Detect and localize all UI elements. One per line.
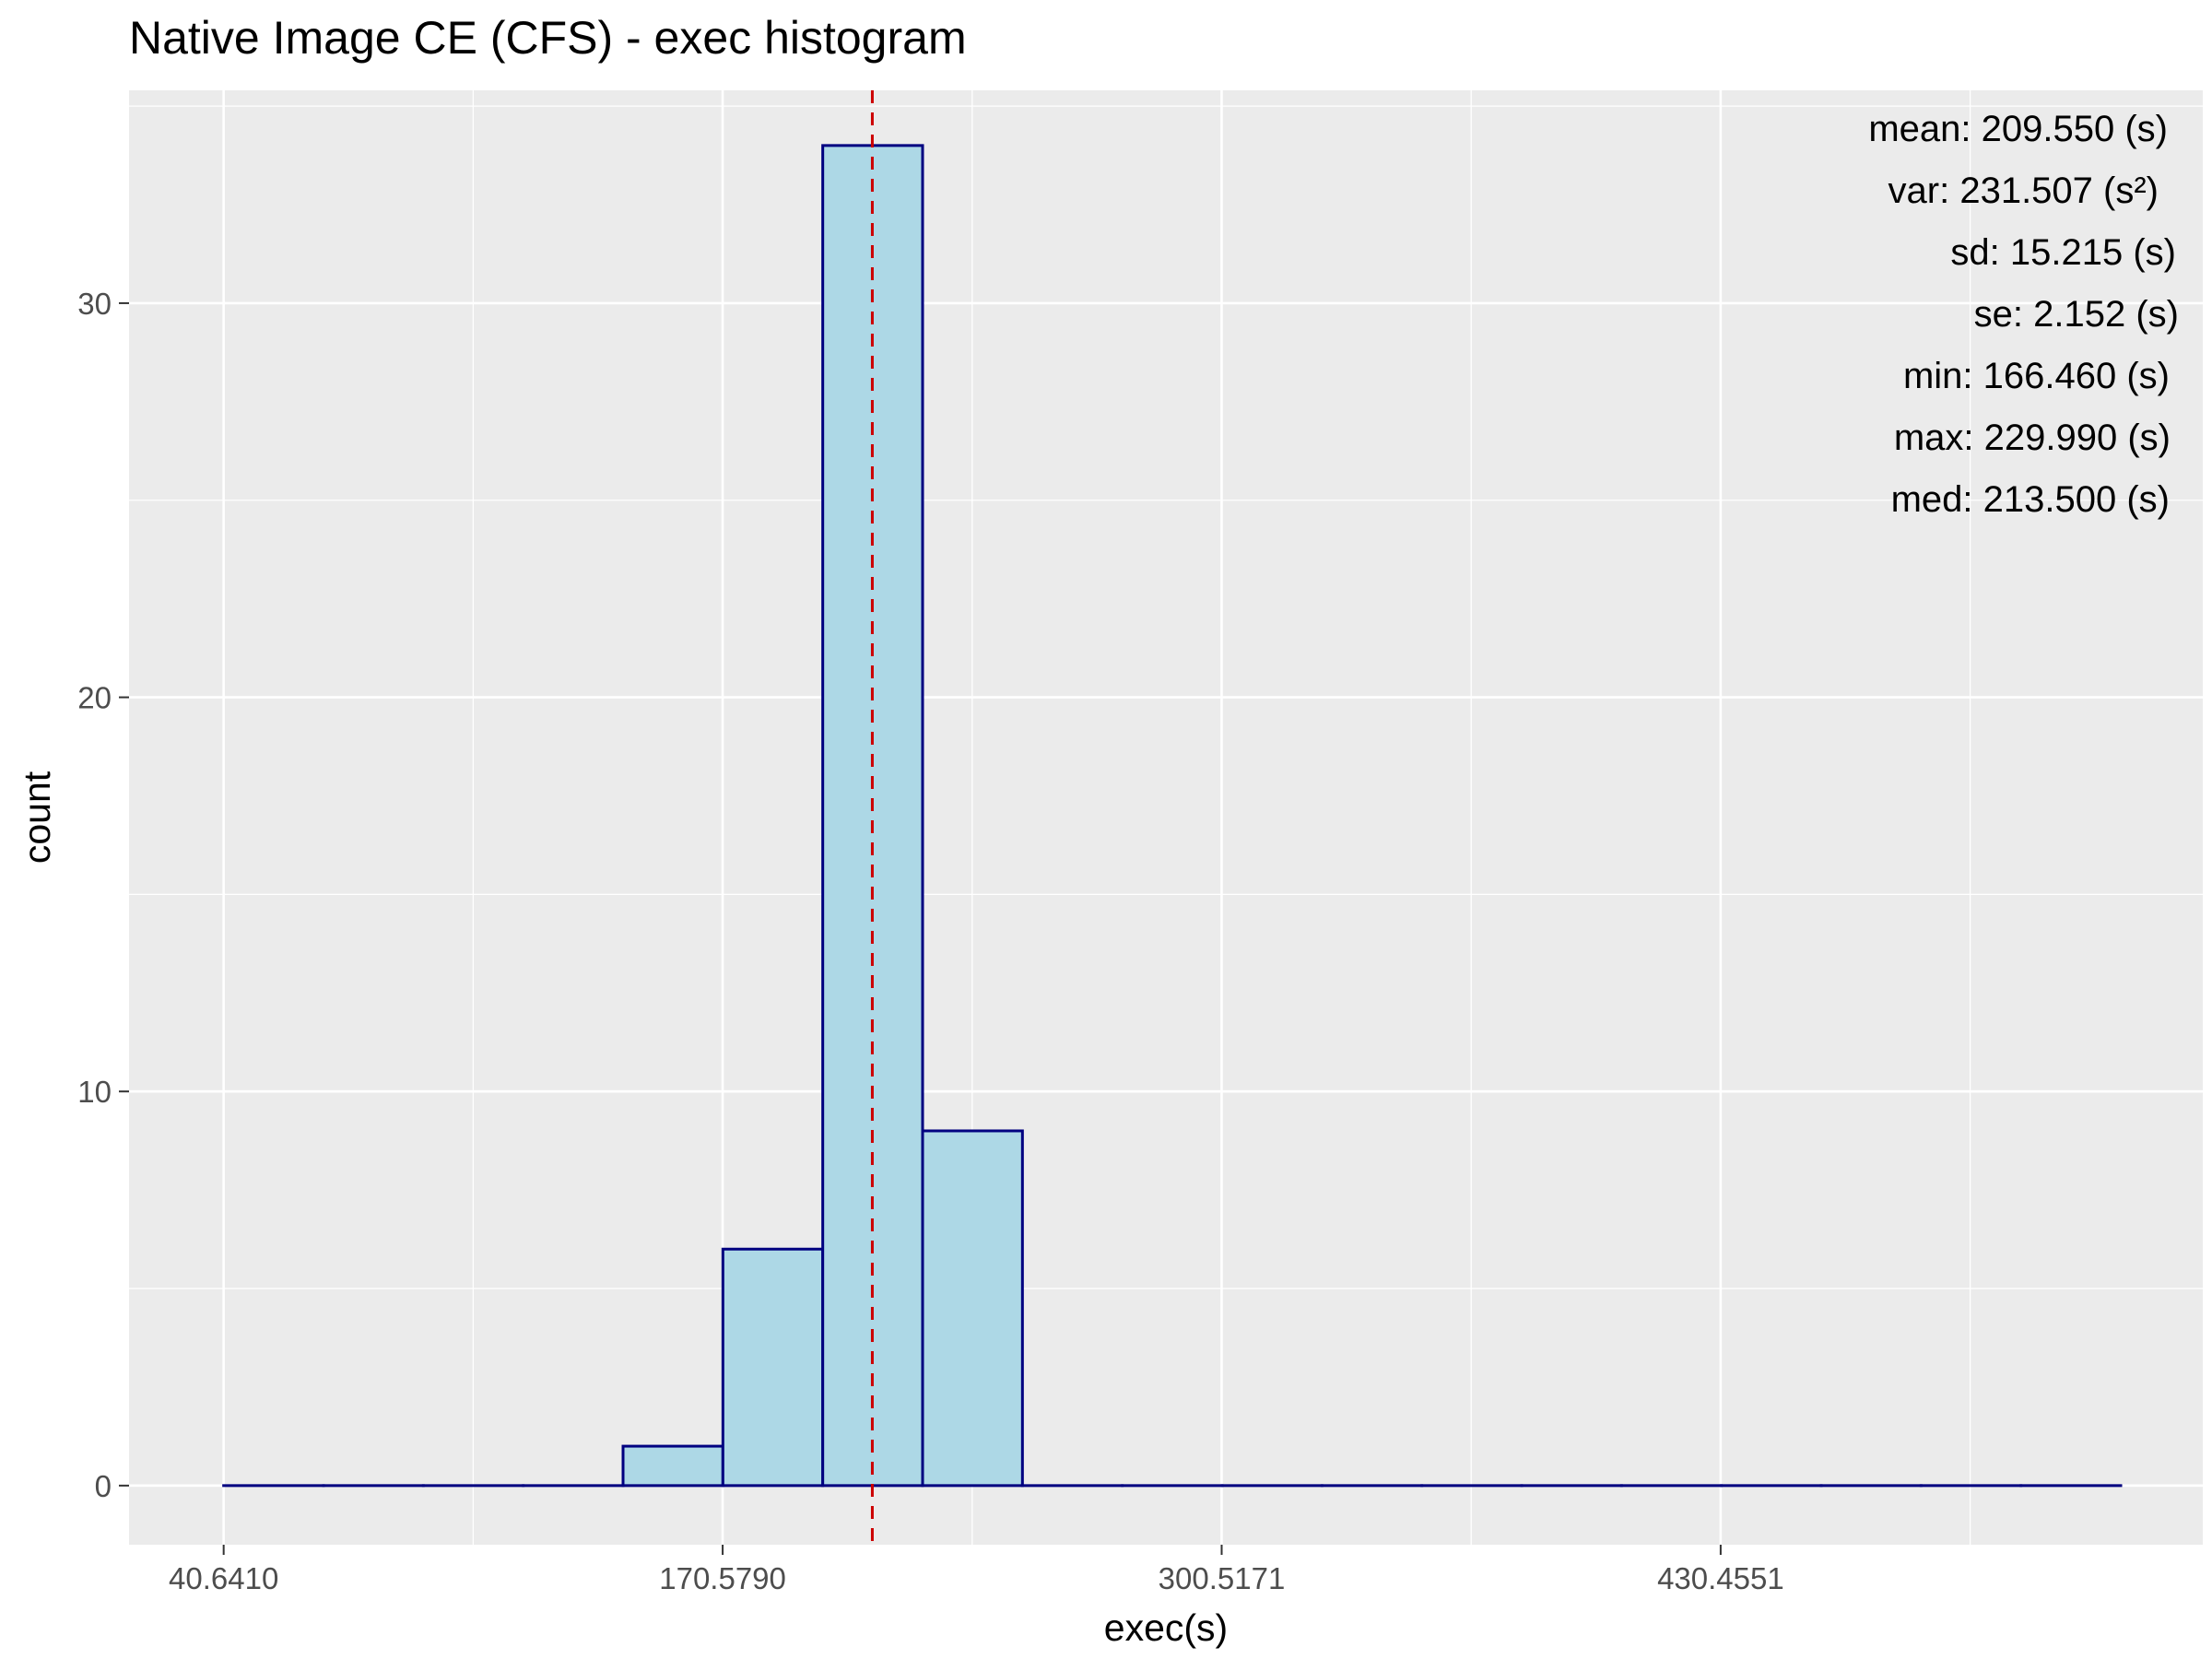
y-tick-label: 10 <box>77 1075 112 1109</box>
x-tick-label: 430.4551 <box>1657 1561 1784 1595</box>
x-tick-label: 170.5790 <box>659 1561 786 1595</box>
histogram-bar <box>921 1129 1024 1488</box>
x-axis-title: exec(s) <box>1104 1606 1228 1649</box>
histogram-bar <box>821 144 924 1488</box>
stat-line: se: 2.152 (s) <box>1974 294 2179 335</box>
x-axis: 40.6410 170.5790 300.5171 430.4551 <box>169 1545 1784 1595</box>
histogram-bars <box>222 144 2123 1488</box>
y-tick-label: 0 <box>95 1469 112 1503</box>
stats-annotations: mean: 209.550 (s) var: 231.507 (s²) sd: 15… <box>1868 109 2179 520</box>
y-tick-label: 20 <box>77 681 112 715</box>
stat-line: med: 213.500 (s) <box>1891 479 2170 520</box>
minor-gridlines <box>129 90 2203 1545</box>
chart-title: Native Image CE (CFS) - exec histogram <box>129 12 967 64</box>
y-axis: 0 10 20 30 <box>77 287 129 1503</box>
y-tick-label: 30 <box>77 287 112 321</box>
histogram-bar <box>721 1247 825 1488</box>
stat-line: mean: 209.550 (s) <box>1868 109 2168 149</box>
stat-line: var: 231.507 (s²) <box>1888 171 2159 211</box>
stat-line: sd: 15.215 (s) <box>1950 232 2176 273</box>
x-tick-label: 40.6410 <box>169 1561 278 1595</box>
histogram-bar <box>621 1444 724 1488</box>
stat-line: max: 229.990 (s) <box>1894 418 2171 458</box>
x-tick-label: 300.5171 <box>1159 1561 1286 1595</box>
plot-panel <box>129 90 2203 1545</box>
y-axis-title: count <box>16 771 58 864</box>
stat-line: min: 166.460 (s) <box>1903 356 2170 396</box>
